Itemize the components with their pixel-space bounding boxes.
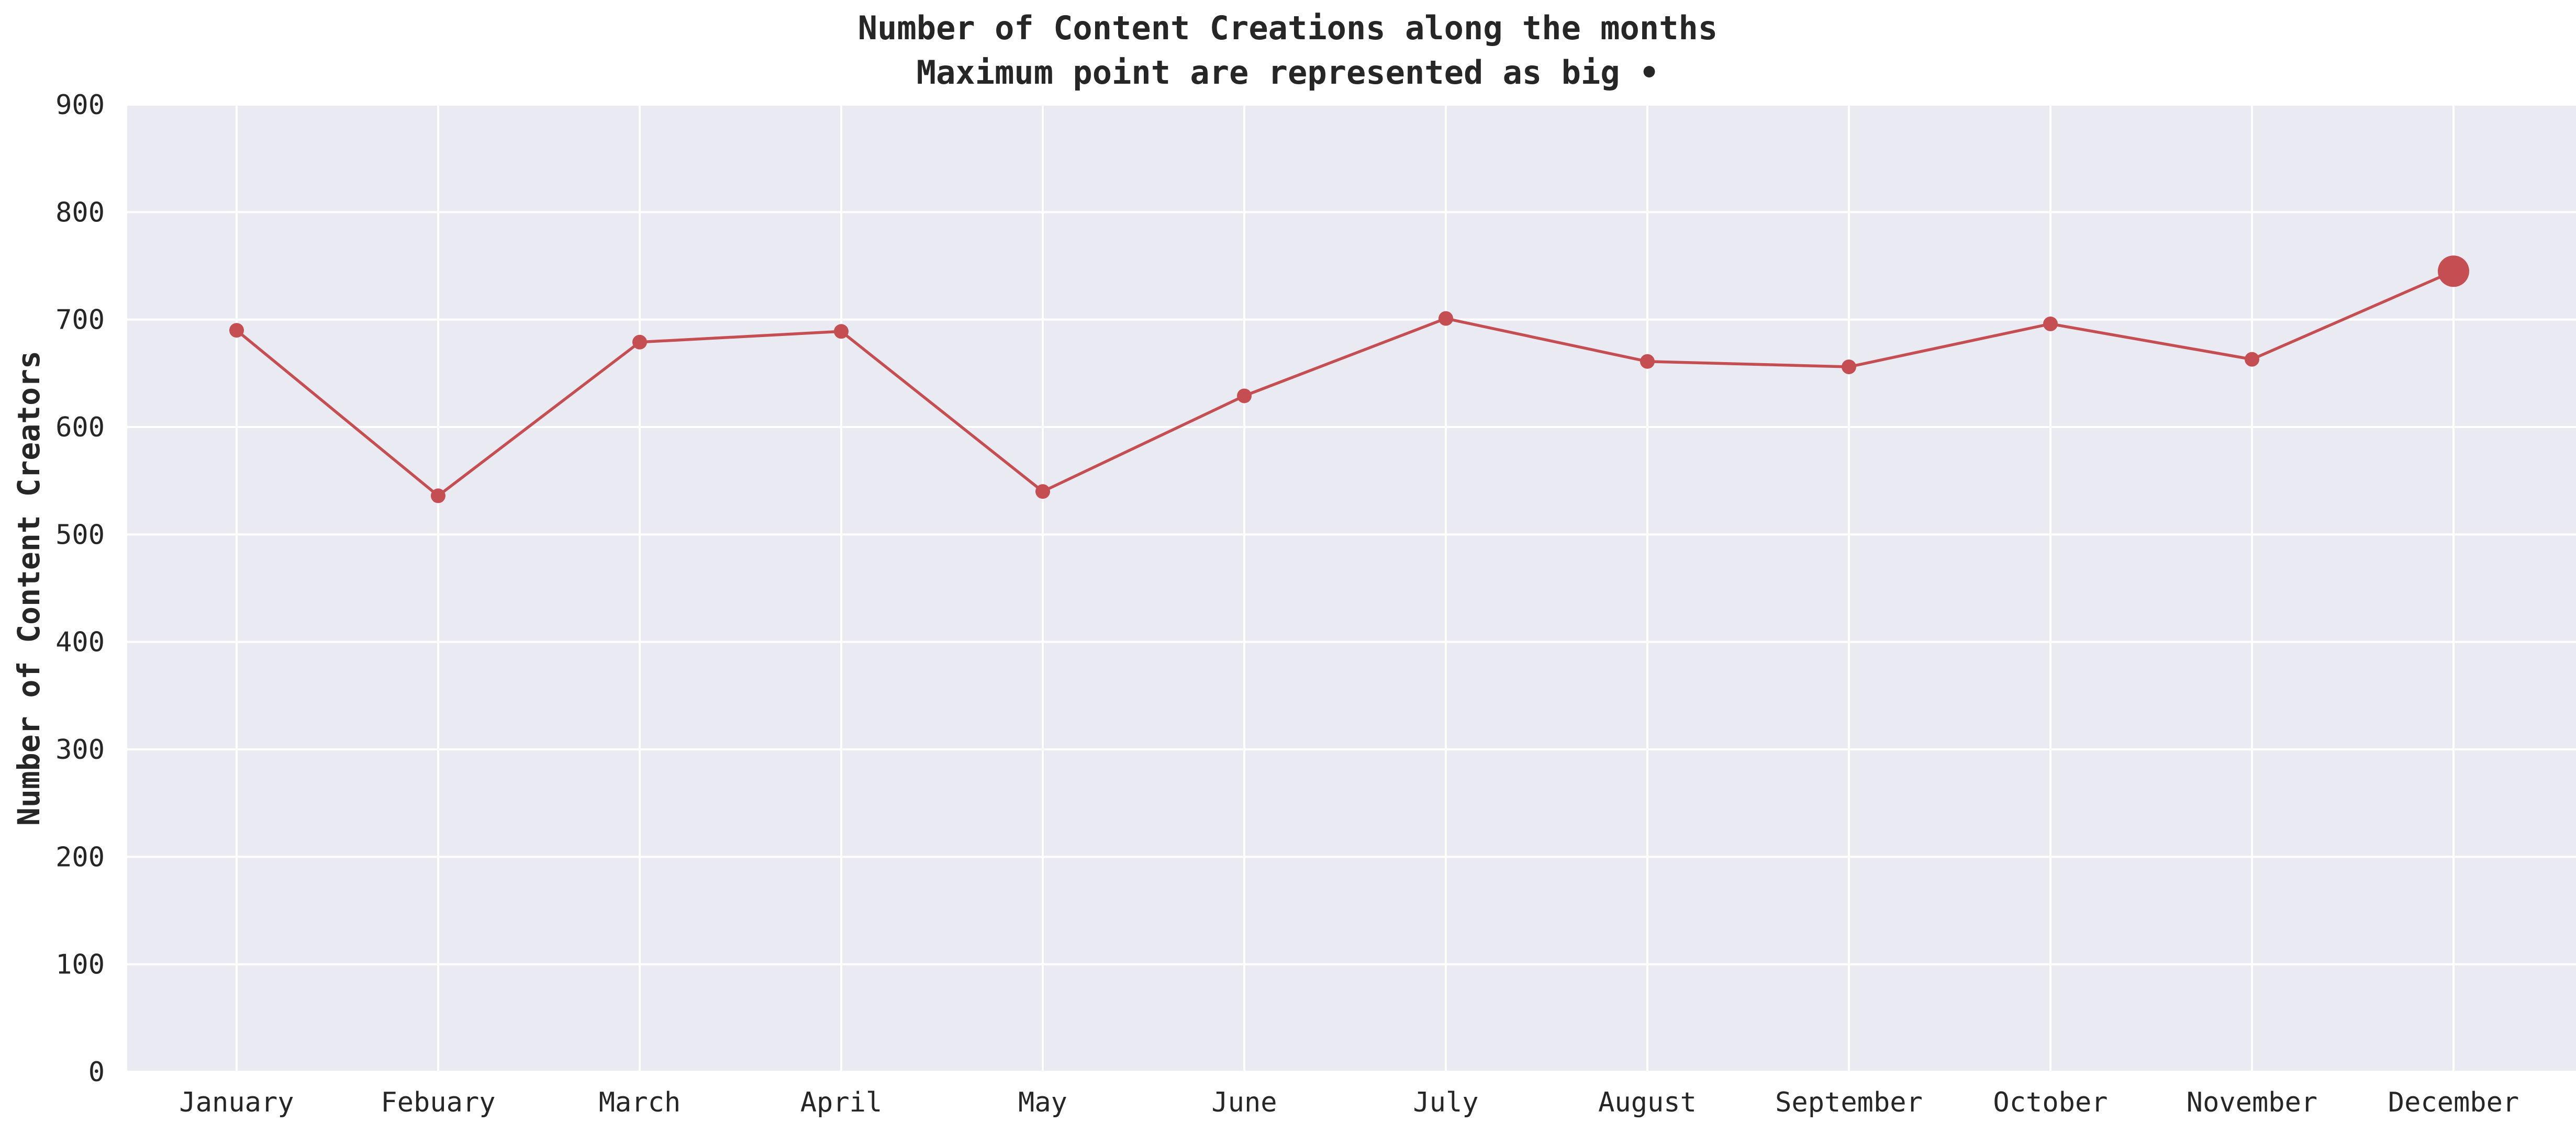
x-tick-label: October	[1993, 1087, 2107, 1118]
data-point	[1640, 354, 1655, 369]
x-tick-label: June	[1211, 1087, 1277, 1118]
x-tick-label: December	[2388, 1087, 2519, 1118]
y-tick-labels: 0 100 200 300 400 500 600 700 800 900	[55, 89, 105, 1088]
y-tick-label: 700	[55, 305, 105, 336]
x-tick-label: August	[1598, 1087, 1697, 1118]
x-tick-label: April	[800, 1087, 883, 1118]
data-point	[2043, 316, 2058, 331]
data-point	[1438, 311, 1453, 326]
y-tick-label: 300	[55, 734, 105, 766]
chart-subtitle: Maximum point are represented as big •	[917, 53, 1659, 92]
chart-title: Number of Content Creations along the mo…	[858, 9, 1718, 47]
x-tick-label: January	[179, 1087, 294, 1118]
x-tick-label: March	[599, 1087, 681, 1118]
data-point	[1035, 484, 1050, 499]
y-tick-label: 500	[55, 519, 105, 551]
data-point	[2245, 352, 2259, 367]
x-gridlines	[236, 105, 2455, 1072]
max-data-point	[2438, 255, 2469, 287]
y-tick-label: 0	[88, 1057, 105, 1088]
data-point	[229, 323, 244, 338]
y-tick-label: 800	[55, 197, 105, 228]
data-point	[431, 488, 445, 503]
y-tick-label: 400	[55, 627, 105, 658]
series-group	[229, 255, 2469, 503]
x-tick-label: September	[1775, 1087, 1923, 1118]
y-tick-label: 100	[55, 949, 105, 981]
data-point	[1237, 388, 1252, 403]
x-tick-label: November	[2187, 1087, 2317, 1118]
x-tick-label: May	[1018, 1087, 1067, 1118]
y-tick-label: 200	[55, 841, 105, 873]
data-point	[1842, 360, 1856, 375]
data-point	[834, 324, 849, 339]
plot-area	[127, 105, 2576, 1072]
y-tick-label: 900	[55, 89, 105, 121]
y-tick-label: 600	[55, 412, 105, 443]
y-axis-label: Number of Content Creators	[11, 351, 47, 826]
series-line	[236, 270, 2455, 498]
data-point	[632, 334, 647, 350]
x-tick-labels: January Febuary March April May June July Augus…	[179, 1087, 2519, 1118]
y-gridlines	[127, 104, 2576, 1073]
x-tick-label: Febuary	[381, 1087, 495, 1118]
x-tick-label: July	[1413, 1087, 1478, 1118]
